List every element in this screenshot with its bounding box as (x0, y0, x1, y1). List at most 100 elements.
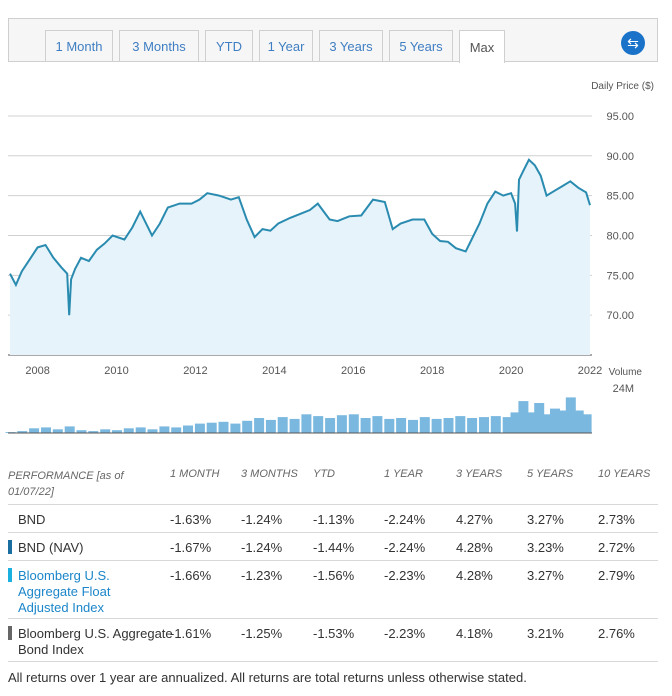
volume-bar (372, 416, 383, 433)
volume-bar (52, 429, 63, 434)
col-header-3-years: 3 YEARS (456, 468, 503, 480)
y-tick-label: 75.00 (606, 270, 634, 282)
time-range-tab-bar: 1 Month 3 Months YTD 1 Year 3 Years 5 Ye… (8, 18, 658, 63)
table-cell: -1.53% (313, 626, 355, 641)
price-line (9, 158, 591, 316)
table-cell: -1.13% (313, 512, 355, 527)
volume-bar (360, 418, 371, 433)
volume-bar (254, 418, 265, 433)
volume-bar (206, 422, 217, 433)
y-tick-label: 90.00 (606, 151, 634, 163)
table-cell: 2.72% (598, 540, 635, 555)
volume-bar (325, 418, 336, 433)
x-tick-label: 2014 (262, 365, 286, 377)
table-cell: -1.25% (241, 626, 283, 641)
table-cell: 3.27% (527, 512, 564, 527)
volume-bar (183, 425, 193, 433)
volume-bar (408, 419, 418, 433)
table-cell: -2.24% (384, 512, 426, 527)
table-cell: -2.23% (384, 568, 426, 583)
table-cell: 2.76% (598, 626, 635, 641)
tab-3-months[interactable]: 3 Months (119, 30, 199, 61)
price-axis-label: Daily Price ($) (591, 81, 654, 92)
volume-bar (301, 414, 312, 434)
volume-bar (419, 417, 430, 433)
volume-bar (88, 431, 99, 433)
x-tick-label: 2022 (578, 365, 602, 377)
table-cell: -1.66% (170, 568, 212, 583)
volume-bar (29, 428, 40, 433)
x-tick-label: 2016 (341, 365, 365, 377)
x-tick-label: 2018 (420, 365, 444, 377)
table-row-bnd-nav: BND (NAV) -1.67% -1.24% -1.44% -2.24% 4.… (8, 532, 658, 561)
row-name: BND (NAV) (18, 540, 84, 555)
volume-bar (467, 418, 478, 433)
table-row-float-adjusted-index: Bloomberg U.S. Aggregate Float Adjusted … (8, 560, 658, 619)
volume-bar (565, 397, 576, 433)
volume-bar (431, 418, 442, 433)
volume-bar (581, 414, 592, 434)
price-volume-chart: Daily Price ($) 95.00 90.00 85.00 80.00 75.0… (5, 81, 654, 434)
volume-bar (147, 429, 158, 434)
volume-bar (277, 417, 288, 433)
table-cell: 4.28% (456, 568, 493, 583)
swap-arrows-icon[interactable]: ⇆ (621, 31, 645, 55)
y-tick-label: 95.00 (606, 111, 634, 123)
table-cell: 3.23% (527, 540, 564, 555)
table-cell: -1.24% (241, 512, 283, 527)
table-cell: 4.28% (456, 540, 493, 555)
volume-bar (242, 420, 253, 433)
volume-bar (135, 427, 146, 433)
y-tick-label: 70.00 (606, 310, 634, 322)
table-cell: -1.23% (241, 568, 283, 583)
volume-bar (76, 430, 87, 433)
volume-bar (542, 414, 553, 434)
volume-bar (490, 416, 501, 433)
tab-1-year[interactable]: 1 Year (259, 30, 313, 61)
y-tick-label: 80.00 (606, 230, 634, 242)
volume-bar (573, 410, 584, 433)
y-tick-label: 85.00 (606, 191, 634, 203)
table-cell: -1.61% (170, 626, 212, 641)
volume-bar (526, 412, 537, 433)
table-cell: -1.63% (170, 512, 212, 527)
price-area-fill (10, 159, 590, 355)
col-header-1-year: 1 YEAR (384, 468, 423, 480)
tab-max[interactable]: Max (459, 30, 505, 63)
tab-5-years[interactable]: 5 Years (389, 30, 453, 61)
tab-1-month[interactable]: 1 Month (45, 30, 113, 61)
volume-bar (518, 401, 529, 433)
volume-bar (289, 418, 300, 433)
volume-bar (194, 423, 205, 433)
table-cell: -1.67% (170, 540, 212, 555)
volume-bar (550, 408, 560, 433)
volume-bar (455, 416, 466, 433)
row-name: Bloomberg U.S. Aggregate Bond Index (18, 626, 173, 657)
table-cell: -1.56% (313, 568, 355, 583)
volume-axis-label: Volume (609, 367, 643, 378)
volume-bar (218, 421, 229, 434)
table-cell: -1.24% (241, 540, 283, 555)
volume-bar (17, 431, 28, 433)
table-cell: 3.27% (527, 568, 564, 583)
row-name-link[interactable]: Bloomberg U.S. Aggregate Float Adjusted … (18, 568, 111, 615)
table-cell: 4.27% (456, 512, 493, 527)
volume-tick-label: 24M (613, 383, 634, 395)
volume-bar (384, 418, 395, 433)
table-cell: 3.21% (527, 626, 564, 641)
row-name: BND (18, 512, 46, 527)
tab-ytd[interactable]: YTD (205, 30, 253, 61)
series-marker (8, 568, 12, 582)
tab-3-years[interactable]: 3 Years (319, 30, 383, 61)
col-header-5-years: 5 YEARS (527, 468, 574, 480)
table-cell: 2.73% (598, 512, 635, 527)
volume-bar (396, 418, 407, 433)
table-cell: 4.18% (456, 626, 493, 641)
volume-bar (230, 423, 241, 433)
table-row-aggregate-bond-index: Bloomberg U.S. Aggregate Bond Index -1.6… (8, 618, 658, 662)
volume-bar (159, 426, 170, 433)
table-cell: -1.44% (313, 540, 355, 555)
col-header-ytd: YTD (313, 468, 335, 480)
volume-bar (510, 412, 521, 433)
volume-bar (100, 429, 111, 434)
